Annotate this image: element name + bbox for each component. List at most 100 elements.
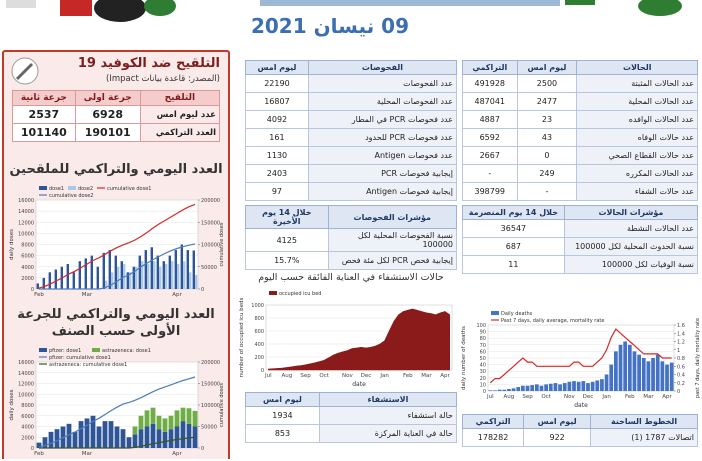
cell-value: 1934 bbox=[245, 406, 320, 425]
bar bbox=[655, 354, 660, 391]
row-label: عدد حالات الشفاء bbox=[576, 182, 698, 201]
bar bbox=[150, 423, 156, 448]
bar bbox=[150, 247, 153, 289]
x-tick-label: Nov bbox=[564, 394, 575, 400]
cell-value: 687 bbox=[462, 237, 565, 256]
bar bbox=[36, 442, 42, 448]
row-label: نسبة الوفيات لكل 100000 bbox=[563, 255, 699, 274]
logo-right bbox=[565, 0, 682, 16]
bar bbox=[150, 407, 156, 424]
table-row: عدد فحوصات PCR للحدود 161 bbox=[245, 128, 458, 147]
bar bbox=[108, 250, 111, 289]
cases-panel: الحالات ليوم امس التراكمي عدد الحالات المثب… bbox=[462, 60, 699, 274]
row-label: العدد التراكمي bbox=[139, 123, 221, 142]
y-tick-label: 0 bbox=[261, 368, 264, 374]
bar bbox=[558, 384, 562, 391]
bar bbox=[42, 437, 48, 448]
y2-tick-label: 200000 bbox=[201, 360, 220, 366]
bar bbox=[156, 429, 162, 448]
y-tick-label: 90 bbox=[480, 330, 486, 336]
bar bbox=[120, 429, 126, 448]
legend-label: astrazeneca: cumulative dose1 bbox=[49, 362, 127, 368]
bar bbox=[168, 415, 174, 430]
x-tick-label: Mar bbox=[82, 451, 93, 457]
y-axis-label: number of occupied icu beds bbox=[239, 297, 245, 377]
y-tick-label: 600 bbox=[254, 329, 264, 335]
row-label: عدد فحوصات PCR في المطار bbox=[307, 110, 458, 129]
x-tick-label: Apr bbox=[172, 292, 182, 298]
y-tick-label: 100 bbox=[476, 323, 486, 329]
tests-table: الفحوصات ليوم امس عدد الفحوصات 22190 عدد الف… bbox=[245, 60, 458, 201]
bar bbox=[84, 258, 87, 289]
icu-chart: 0 200 400 600 800 1000 Jul Aug Sep Oct Nov Dec Jan Fe… bbox=[239, 291, 453, 388]
bar bbox=[168, 429, 174, 448]
y2-tick-label: 150000 bbox=[201, 220, 220, 226]
x-tick-label: Feb bbox=[34, 451, 44, 457]
vaccination-title: التلقيح ضد الكوفيد 19 bbox=[77, 56, 220, 71]
bar bbox=[572, 381, 576, 391]
bar bbox=[530, 385, 535, 391]
bar bbox=[180, 244, 183, 289]
bar bbox=[120, 261, 123, 289]
header-row: الفحوصات ليوم امس bbox=[245, 60, 458, 75]
legend-label: cumulative dose2 bbox=[49, 193, 93, 199]
cell-value: - bbox=[516, 182, 578, 201]
y-tick-label: 20 bbox=[480, 376, 486, 382]
bar bbox=[618, 344, 623, 391]
legend-label: cumulative dose1 bbox=[107, 186, 151, 192]
y2-axis-label: cumulative doses bbox=[219, 222, 225, 266]
x-tick-label: Mar bbox=[82, 292, 93, 298]
table-row: حالة في العناية المركزة 853 bbox=[245, 424, 458, 443]
bar bbox=[126, 272, 129, 289]
bar bbox=[138, 255, 141, 289]
table-row: عدد فحوصات Antigen 1130 bbox=[245, 146, 458, 165]
bar bbox=[72, 272, 75, 289]
row-label: عدد الحالات المحلية bbox=[576, 92, 698, 111]
header-row: الحالات ليوم امس التراكمي bbox=[462, 60, 698, 75]
column-header: مؤشرات الحالات bbox=[563, 205, 699, 220]
vaccination-table: التلقيح جرعة اولى جرعة ثانية عدد ليوم امس 69… bbox=[12, 90, 221, 142]
cell-value: 487041 bbox=[462, 92, 518, 111]
column-header: ليوم امس bbox=[245, 392, 320, 407]
x-tick-label: Aug bbox=[504, 394, 515, 400]
bar bbox=[195, 274, 198, 289]
bar bbox=[660, 361, 665, 391]
bar bbox=[567, 381, 572, 391]
column-header: مؤشرات الفحوصات bbox=[327, 205, 458, 229]
x-axis-label: date bbox=[574, 402, 588, 409]
bar bbox=[516, 387, 521, 391]
tests-indicators: مؤشرات الفحوصات خلال 14 يوم الأخيرة نسبة ا… bbox=[245, 205, 458, 270]
y-axis-label: daily doses bbox=[9, 229, 15, 260]
cell-value: 4092 bbox=[245, 110, 309, 129]
bar bbox=[174, 250, 177, 289]
bar bbox=[111, 272, 114, 289]
bar bbox=[609, 364, 614, 391]
table-row: العدد التراكمي 190101 101140 bbox=[12, 123, 221, 142]
table-row: عدد ليوم امس 6928 2537 bbox=[12, 105, 221, 124]
x-tick-label: Sep bbox=[300, 373, 311, 379]
bar bbox=[153, 261, 156, 289]
bar bbox=[637, 354, 641, 391]
y-tick-label: 0 bbox=[483, 389, 486, 395]
header-row: الاستشفاء ليوم امس bbox=[245, 392, 458, 407]
bar bbox=[36, 283, 39, 289]
y-tick-label: 6000 bbox=[21, 414, 34, 420]
cell-value: 97 bbox=[245, 182, 309, 201]
bar bbox=[600, 379, 604, 391]
title-cut bbox=[260, 0, 560, 6]
bar bbox=[162, 261, 165, 289]
bar bbox=[66, 263, 69, 289]
report-date: 09 نيسان 2021 bbox=[251, 14, 409, 38]
bar bbox=[553, 383, 558, 391]
bar bbox=[604, 374, 609, 391]
y-tick-label: 2000 bbox=[21, 276, 34, 282]
bar bbox=[132, 434, 138, 448]
row-label: اتصالات 1787 (1) bbox=[590, 428, 698, 447]
x-tick-label: Dec bbox=[361, 373, 372, 379]
table-row: عدد الفحوصات المحلية 16807 bbox=[245, 92, 458, 111]
bar bbox=[66, 423, 72, 448]
y-axis-label: daily doses bbox=[9, 389, 15, 420]
x-tick-label: Jul bbox=[486, 394, 494, 400]
bar bbox=[497, 389, 502, 391]
